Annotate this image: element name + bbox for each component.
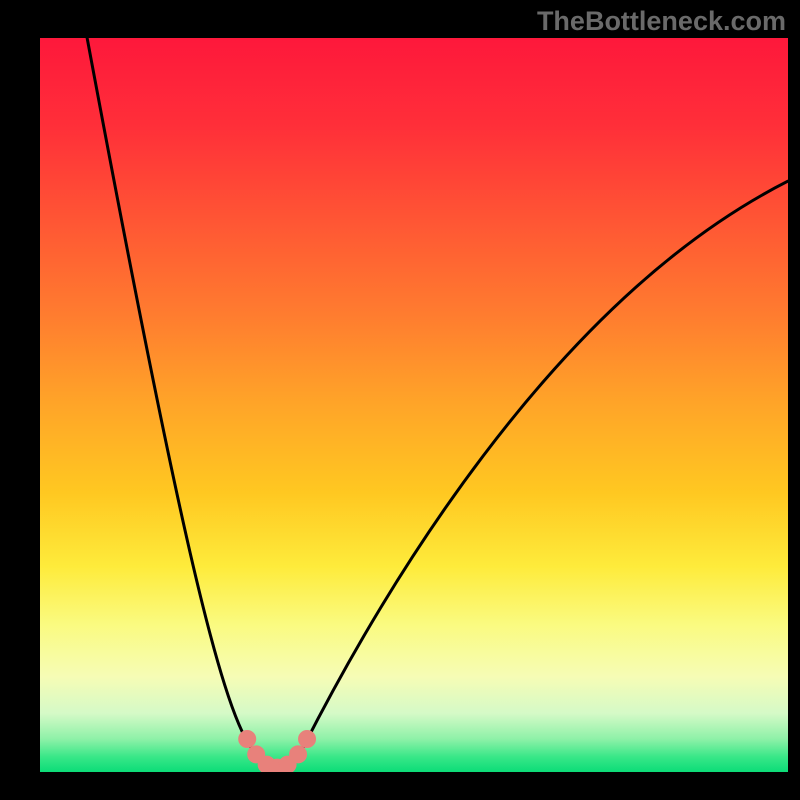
watermark-text: TheBottleneck.com (537, 6, 786, 37)
valley-marker (299, 730, 316, 747)
valley-marker (290, 746, 307, 763)
valley-marker (239, 730, 256, 747)
gradient-background (40, 38, 788, 772)
